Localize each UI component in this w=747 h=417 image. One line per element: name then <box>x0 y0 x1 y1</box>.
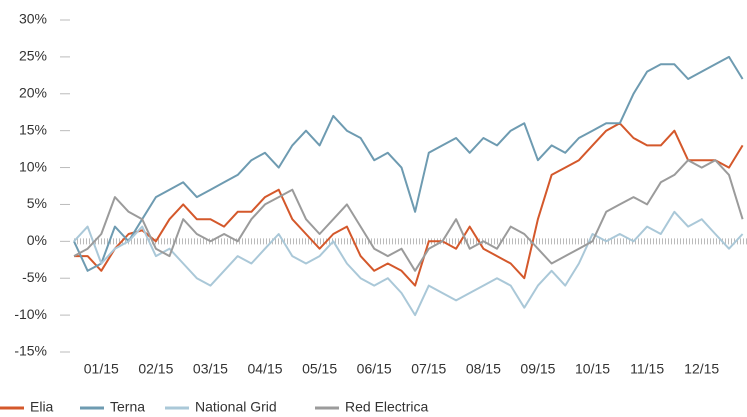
x-tick-label: 04/15 <box>248 361 283 377</box>
x-tick-label: 08/15 <box>466 361 501 377</box>
y-tick-label: 30% <box>19 11 47 27</box>
x-tick-label: 05/15 <box>302 361 337 377</box>
x-tick-label: 07/15 <box>411 361 446 377</box>
x-tick-label: 09/15 <box>520 361 555 377</box>
series-line <box>73 55 744 272</box>
legend-label: Red Electrica <box>345 399 428 415</box>
y-tick-label: 0% <box>27 232 47 248</box>
y-tick-label: 5% <box>27 195 47 211</box>
x-tick-label: 01/15 <box>84 361 119 377</box>
y-tick-label: -10% <box>14 306 47 322</box>
x-tick-label: 11/15 <box>630 361 664 377</box>
y-tick-label: 10% <box>19 158 47 174</box>
y-tick-label: 20% <box>19 84 47 100</box>
legend-label: Terna <box>110 399 145 415</box>
y-tick-label: -5% <box>22 269 47 285</box>
series-line <box>73 159 744 272</box>
y-tick-label: 15% <box>19 121 47 137</box>
y-tick-label: -15% <box>14 343 47 359</box>
legend-label: National Grid <box>195 399 277 415</box>
series-line <box>74 122 744 287</box>
x-tick-label: 02/15 <box>138 361 173 377</box>
legend-label: Elia <box>30 399 54 415</box>
x-tick-label: 12/15 <box>684 361 719 377</box>
x-tick-label: 06/15 <box>357 361 392 377</box>
y-tick-label: 25% <box>19 48 47 64</box>
x-tick-label: 03/15 <box>193 361 228 377</box>
series-line <box>73 210 744 317</box>
x-tick-label: 10/15 <box>575 361 610 377</box>
